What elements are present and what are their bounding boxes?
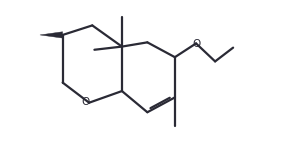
Text: O: O bbox=[192, 39, 200, 50]
Text: O: O bbox=[81, 97, 89, 107]
Polygon shape bbox=[40, 32, 63, 38]
